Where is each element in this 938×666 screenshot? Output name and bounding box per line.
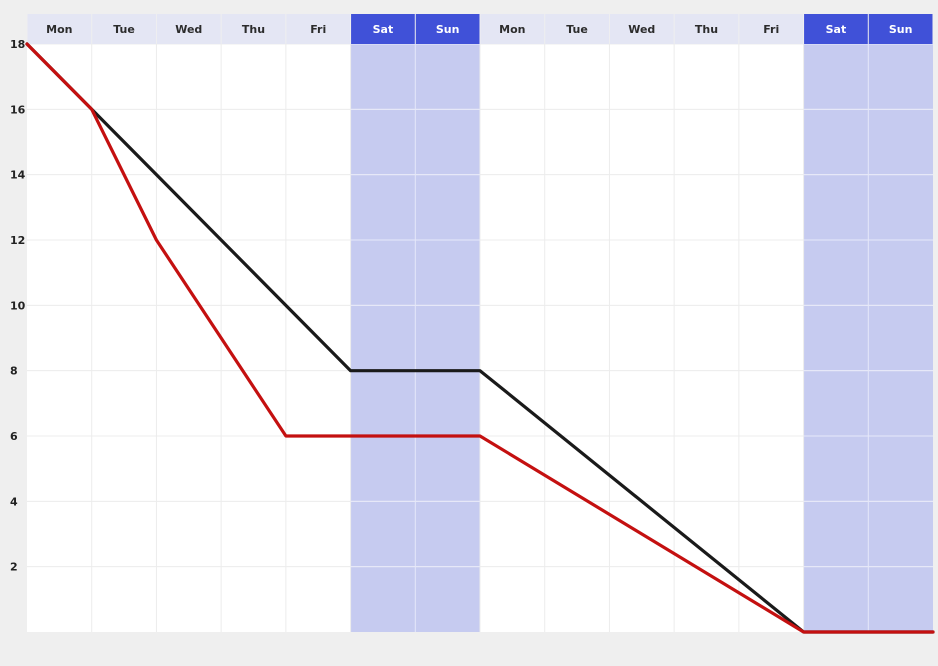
- y-tick-label: 4: [10, 495, 18, 508]
- weekend-column: [350, 44, 416, 632]
- y-tick-label: 6: [10, 430, 18, 443]
- day-header-cell: [609, 14, 674, 44]
- day-header-cell: [868, 14, 933, 44]
- x-tick-label-thu: Thu: [242, 23, 265, 36]
- weekend-column: [415, 44, 480, 632]
- day-header: Mon Tue Wed Thu Fri Sat Sun Mon Tue Wed Thu Fri Sat S…: [27, 14, 933, 44]
- day-header-cell: [221, 14, 286, 44]
- day-header-cell: [804, 14, 868, 44]
- y-tick-label: 2: [10, 561, 18, 574]
- day-header-cell: [156, 14, 221, 44]
- day-header-cell: [27, 14, 92, 44]
- x-tick-label-wed: Wed: [175, 23, 202, 36]
- day-header-cell: [286, 14, 351, 44]
- weekend-column: [803, 44, 869, 632]
- day-header-cell: [415, 14, 480, 44]
- x-tick-label-sat: Sat: [373, 23, 394, 36]
- x-tick-label-mon: Mon: [46, 23, 72, 36]
- x-tick-label-tue: Tue: [566, 23, 588, 36]
- x-tick-label-fri: Fri: [310, 23, 326, 36]
- series-lines: [25, 42, 935, 634]
- x-tick-label-sun: Sun: [436, 23, 460, 36]
- day-header-cell: [739, 14, 804, 44]
- day-header-cell: [480, 14, 545, 44]
- x-tick-label-sun: Sun: [889, 23, 913, 36]
- y-axis: 2 4 6 8 10 12 14 16 18: [10, 38, 26, 574]
- y-tick-label: 16: [10, 103, 26, 116]
- y-tick-label: 18: [10, 38, 25, 51]
- series-line-2: [25, 42, 935, 634]
- x-tick-label-sat: Sat: [826, 23, 847, 36]
- weekend-column: [868, 44, 933, 632]
- day-header-cell: [351, 14, 415, 44]
- day-header-cell: [545, 14, 609, 44]
- day-header-cell: [92, 14, 156, 44]
- x-tick-label-tue: Tue: [113, 23, 135, 36]
- x-tick-label-wed: Wed: [628, 23, 655, 36]
- day-header-cell: [674, 14, 739, 44]
- x-tick-label-fri: Fri: [763, 23, 779, 36]
- y-tick-label: 12: [10, 234, 25, 247]
- y-tick-label: 14: [10, 169, 26, 182]
- x-tick-label-mon: Mon: [499, 23, 525, 36]
- x-tick-label-thu: Thu: [695, 23, 718, 36]
- y-tick-label: 8: [10, 365, 18, 378]
- y-tick-label: 10: [10, 299, 26, 312]
